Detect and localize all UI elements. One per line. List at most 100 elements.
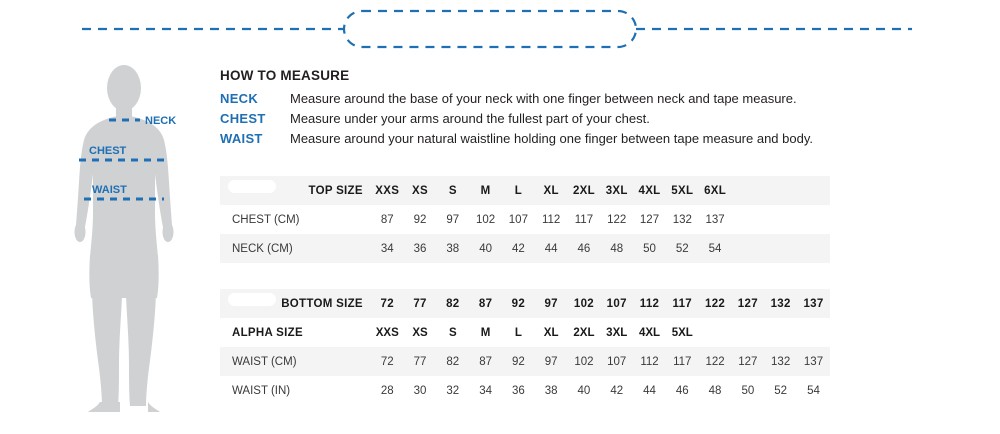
cell: 92 xyxy=(501,347,535,376)
top-size-header-cell: L xyxy=(501,176,535,205)
top-size-header-cell: M xyxy=(469,176,502,205)
top-size-table: TOP SIZE XXS XS S M L XL 2XL 3XL 4XL 5XL… xyxy=(220,176,830,263)
measure-term-neck: NECK xyxy=(220,91,259,106)
cell: 34 xyxy=(370,234,404,263)
cell: 42 xyxy=(501,234,535,263)
cell: S xyxy=(436,318,470,347)
cell: 137 xyxy=(698,205,732,234)
row-label-waist-in: WAIST (IN) xyxy=(220,376,371,405)
figure-label-chest: CHEST xyxy=(89,145,127,157)
cell: 107 xyxy=(600,347,634,376)
cell: 4XL xyxy=(633,318,666,347)
cell: 44 xyxy=(633,376,666,405)
cell: 82 xyxy=(436,347,470,376)
cell: 97 xyxy=(534,347,568,376)
cell: 127 xyxy=(633,205,666,234)
table-row: CHEST (CM) 87 92 97 102 107 112 117 122 … xyxy=(220,205,830,234)
top-size-header-cell: XL xyxy=(534,176,568,205)
cell: 54 xyxy=(698,234,732,263)
row-label-waist-cm: WAIST (CM) xyxy=(220,347,371,376)
top-size-header-cell: XS xyxy=(403,176,437,205)
cell: 52 xyxy=(665,234,699,263)
body-silhouette xyxy=(74,65,174,412)
alpha-size-row: ALPHA SIZE XXS XS S M L XL 2XL 3XL 4XL 5… xyxy=(220,318,830,347)
cell: 44 xyxy=(534,234,568,263)
cell: 3XL xyxy=(600,318,634,347)
cell: 132 xyxy=(665,205,699,234)
how-to-measure-row-chest: CHEST Measure under your arms around the… xyxy=(220,110,920,127)
cell: 54 xyxy=(797,376,830,405)
bottom-size-header-cell: 97 xyxy=(534,289,568,318)
bottom-size-header-cell: 92 xyxy=(501,289,535,318)
how-to-measure-section: HOW TO MEASURE NECK Measure around the b… xyxy=(220,68,920,150)
cell: 5XL xyxy=(665,318,699,347)
cell: 107 xyxy=(501,205,535,234)
measure-term-chest: CHEST xyxy=(220,111,266,126)
bottom-size-header-cell: 132 xyxy=(764,289,798,318)
how-to-measure-row-waist: WAIST Measure around your natural waistl… xyxy=(220,130,920,147)
measure-term-waist: WAIST xyxy=(220,131,263,146)
cell: M xyxy=(469,318,502,347)
top-size-header-cell: 6XL xyxy=(698,176,732,205)
top-size-header-row: TOP SIZE XXS XS S M L XL 2XL 3XL 4XL 5XL… xyxy=(220,176,830,205)
header-notch-top xyxy=(228,180,276,193)
measure-desc-neck: Measure around the base of your neck wit… xyxy=(290,91,797,106)
cell: 117 xyxy=(665,347,699,376)
row-label-alpha-size: ALPHA SIZE xyxy=(220,318,371,347)
cell: 28 xyxy=(370,376,404,405)
top-size-header-cell: 5XL xyxy=(665,176,699,205)
body-figure: NECK CHEST WAIST xyxy=(62,62,222,412)
cell: 36 xyxy=(403,234,437,263)
cell: 2XL xyxy=(567,318,601,347)
table-row: WAIST (IN) 28 30 32 34 36 38 40 42 44 46… xyxy=(220,376,830,405)
bottom-size-header-cell: 117 xyxy=(665,289,699,318)
bottom-size-header-cell: 112 xyxy=(633,289,666,318)
bottom-size-header-cell: 82 xyxy=(436,289,470,318)
bottom-size-header-cell: 107 xyxy=(600,289,634,318)
measure-desc-waist: Measure around your natural waistline ho… xyxy=(290,131,813,146)
top-size-header-cell: 2XL xyxy=(567,176,601,205)
cell: 132 xyxy=(764,347,798,376)
cell: 38 xyxy=(436,234,470,263)
cell: 122 xyxy=(698,347,732,376)
cell: 97 xyxy=(436,205,470,234)
figure-label-waist: WAIST xyxy=(92,184,127,196)
cell: 72 xyxy=(370,347,404,376)
cell: 38 xyxy=(534,376,568,405)
cell: 48 xyxy=(698,376,732,405)
tape-loop xyxy=(342,9,638,49)
cell: 52 xyxy=(764,376,798,405)
cell: 46 xyxy=(567,234,601,263)
bottom-size-header-cell: 137 xyxy=(797,289,830,318)
cell: 48 xyxy=(600,234,634,263)
bottom-size-header-cell: 72 xyxy=(370,289,404,318)
bottom-size-header-row: BOTTOM SIZE 72 77 82 87 92 97 102 107 11… xyxy=(220,289,830,318)
cell: XS xyxy=(403,318,437,347)
cell: 34 xyxy=(469,376,502,405)
table-row: WAIST (CM) 72 77 82 87 92 97 102 107 112… xyxy=(220,347,830,376)
cell: 87 xyxy=(469,347,502,376)
cell: XL xyxy=(534,318,568,347)
cell: 112 xyxy=(633,347,666,376)
cell: 122 xyxy=(600,205,634,234)
cell: 30 xyxy=(403,376,437,405)
bottom-size-header-cell: 122 xyxy=(698,289,732,318)
cell: 50 xyxy=(731,376,765,405)
table-row: NECK (CM) 34 36 38 40 42 44 46 48 50 52 … xyxy=(220,234,830,263)
top-size-header-cell: XXS xyxy=(370,176,404,205)
measure-desc-chest: Measure under your arms around the fulle… xyxy=(290,111,650,126)
cell: 117 xyxy=(567,205,601,234)
cell: 127 xyxy=(731,347,765,376)
bottom-size-table: BOTTOM SIZE 72 77 82 87 92 97 102 107 11… xyxy=(220,289,830,405)
bottom-size-header-cell: 77 xyxy=(403,289,437,318)
header-notch-bottom xyxy=(228,293,276,306)
bottom-size-header-label: BOTTOM SIZE xyxy=(220,289,371,318)
tape-measure-decoration xyxy=(0,0,1000,56)
bottom-size-header-cell: 87 xyxy=(469,289,502,318)
top-size-header-cell: 4XL xyxy=(633,176,666,205)
row-label-chest-cm: CHEST (CM) xyxy=(220,205,371,234)
cell: 102 xyxy=(567,347,601,376)
row-label-neck-cm: NECK (CM) xyxy=(220,234,371,263)
top-size-header-cell: S xyxy=(436,176,470,205)
cell: L xyxy=(501,318,535,347)
